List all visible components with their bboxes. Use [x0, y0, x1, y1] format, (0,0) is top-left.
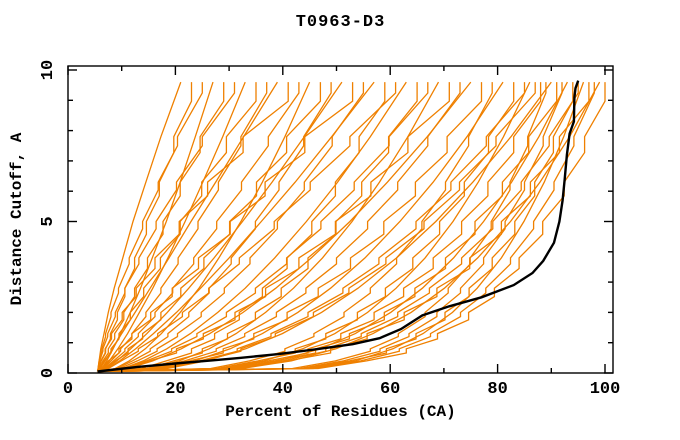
- model-curve: [97, 82, 579, 373]
- model-curve: [97, 82, 574, 373]
- model-curve: [97, 82, 332, 373]
- x-tick-label: 100: [590, 380, 621, 399]
- model-curve: [97, 82, 493, 373]
- model-curve: [97, 81, 214, 373]
- axis-box: [67, 65, 614, 374]
- reference-curve: [97, 80, 580, 373]
- model-curve: [97, 82, 461, 373]
- y-tick-label: 5: [39, 216, 58, 226]
- model-curve: [97, 82, 365, 373]
- model-curve: [97, 82, 542, 373]
- x-tick-label: 0: [63, 380, 73, 399]
- model-curve: [97, 81, 278, 372]
- y-tick-label: 10: [39, 60, 58, 80]
- model-curve: [97, 82, 450, 373]
- x-tick-label: 20: [165, 380, 185, 399]
- model-curves: [96, 81, 606, 373]
- model-curve: [96, 82, 203, 372]
- model-curve: [97, 82, 563, 373]
- chart-title: T0963-D3: [295, 13, 386, 32]
- model-curve: [97, 82, 606, 373]
- model-curve: [97, 81, 472, 373]
- model-curve: [97, 82, 526, 373]
- model-curve: [97, 81, 440, 373]
- x-tick-label: 80: [487, 380, 507, 399]
- axis-ticks: [67, 66, 613, 374]
- model-curve: [97, 82, 268, 373]
- model-curve: [97, 81, 375, 373]
- model-curve: [97, 82, 590, 373]
- model-curve: [97, 82, 558, 373]
- tick-labels: 0 20 40 60 80 100 0 5 10: [39, 60, 620, 399]
- model-curve: [97, 81, 504, 373]
- model-curve: [96, 82, 236, 372]
- model-curve: [97, 81, 531, 373]
- x-tick-label: 40: [273, 380, 293, 399]
- model-curve: [97, 82, 536, 373]
- model-curve: [97, 82, 397, 373]
- x-axis-label: Percent of Residues (CA): [225, 403, 456, 421]
- model-curve: [97, 81, 601, 373]
- model-curve: [97, 82, 354, 373]
- model-curve: [97, 81, 311, 373]
- model-curve: [97, 81, 585, 373]
- model-curve: [96, 82, 225, 372]
- model-curve: [97, 81, 407, 373]
- model-curve: [97, 81, 343, 373]
- model-curve: [97, 82, 429, 373]
- model-curve: [97, 82, 547, 373]
- y-tick-label: 0: [39, 368, 58, 378]
- x-tick-label: 60: [380, 380, 400, 399]
- model-curve: [97, 81, 568, 373]
- model-curve: [97, 82, 257, 372]
- model-curve: [97, 82, 386, 373]
- model-curve: [96, 82, 289, 372]
- model-curve: [97, 81, 246, 373]
